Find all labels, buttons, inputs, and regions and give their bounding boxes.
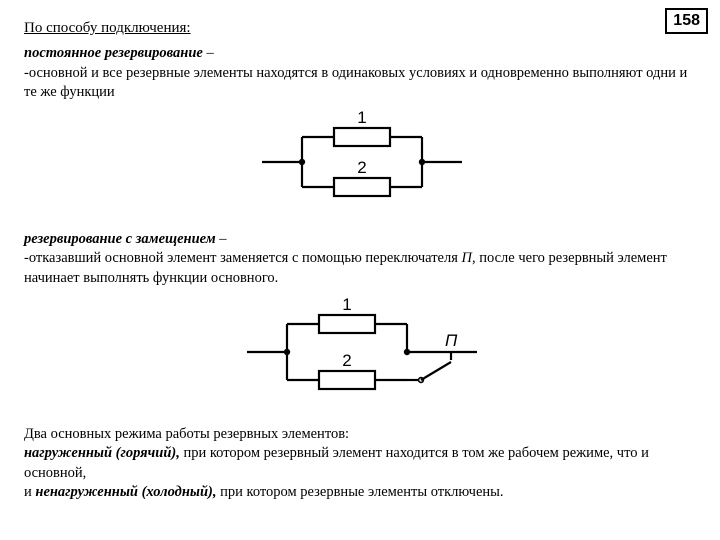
s3-term2: ненагруженный (холодный), [35, 484, 216, 500]
dash1: – [203, 45, 214, 61]
term2: резервирование с замещением [24, 231, 216, 247]
svg-text:2: 2 [342, 351, 351, 370]
s3-term1: нагруженный (горячий), [24, 445, 180, 461]
term1: постоянное резервирование [24, 45, 203, 61]
svg-text:1: 1 [357, 108, 366, 127]
section1: постоянное резервирование – -основной и … [24, 44, 700, 103]
s3-and: и [24, 484, 35, 500]
diagram2: 1 2 П [232, 292, 492, 412]
page-content: По способу подключения: постоянное резер… [0, 0, 720, 517]
section2: резервирование с замещением – -отказавши… [24, 230, 700, 289]
s3-t2body: при котором резервные элементы отключены… [217, 484, 504, 500]
diagram2-wrap: 1 2 П [24, 292, 700, 419]
svg-text:П: П [445, 331, 458, 350]
svg-text:1: 1 [342, 295, 351, 314]
diagram1-wrap: 12 [24, 107, 700, 224]
diagram1: 12 [247, 107, 477, 217]
heading: По способу подключения: [24, 18, 700, 38]
s3-lead: Два основных режима работы резервных эле… [24, 426, 349, 442]
section3: Два основных режима работы резервных эле… [24, 425, 700, 503]
dash2: – [216, 231, 227, 247]
body2p: П [462, 250, 472, 266]
page-number: 158 [665, 8, 708, 34]
svg-text:2: 2 [357, 158, 366, 177]
body2a: -отказавший основной элемент заменяется … [24, 250, 462, 266]
body1: -основной и все резервные элементы наход… [24, 65, 687, 101]
